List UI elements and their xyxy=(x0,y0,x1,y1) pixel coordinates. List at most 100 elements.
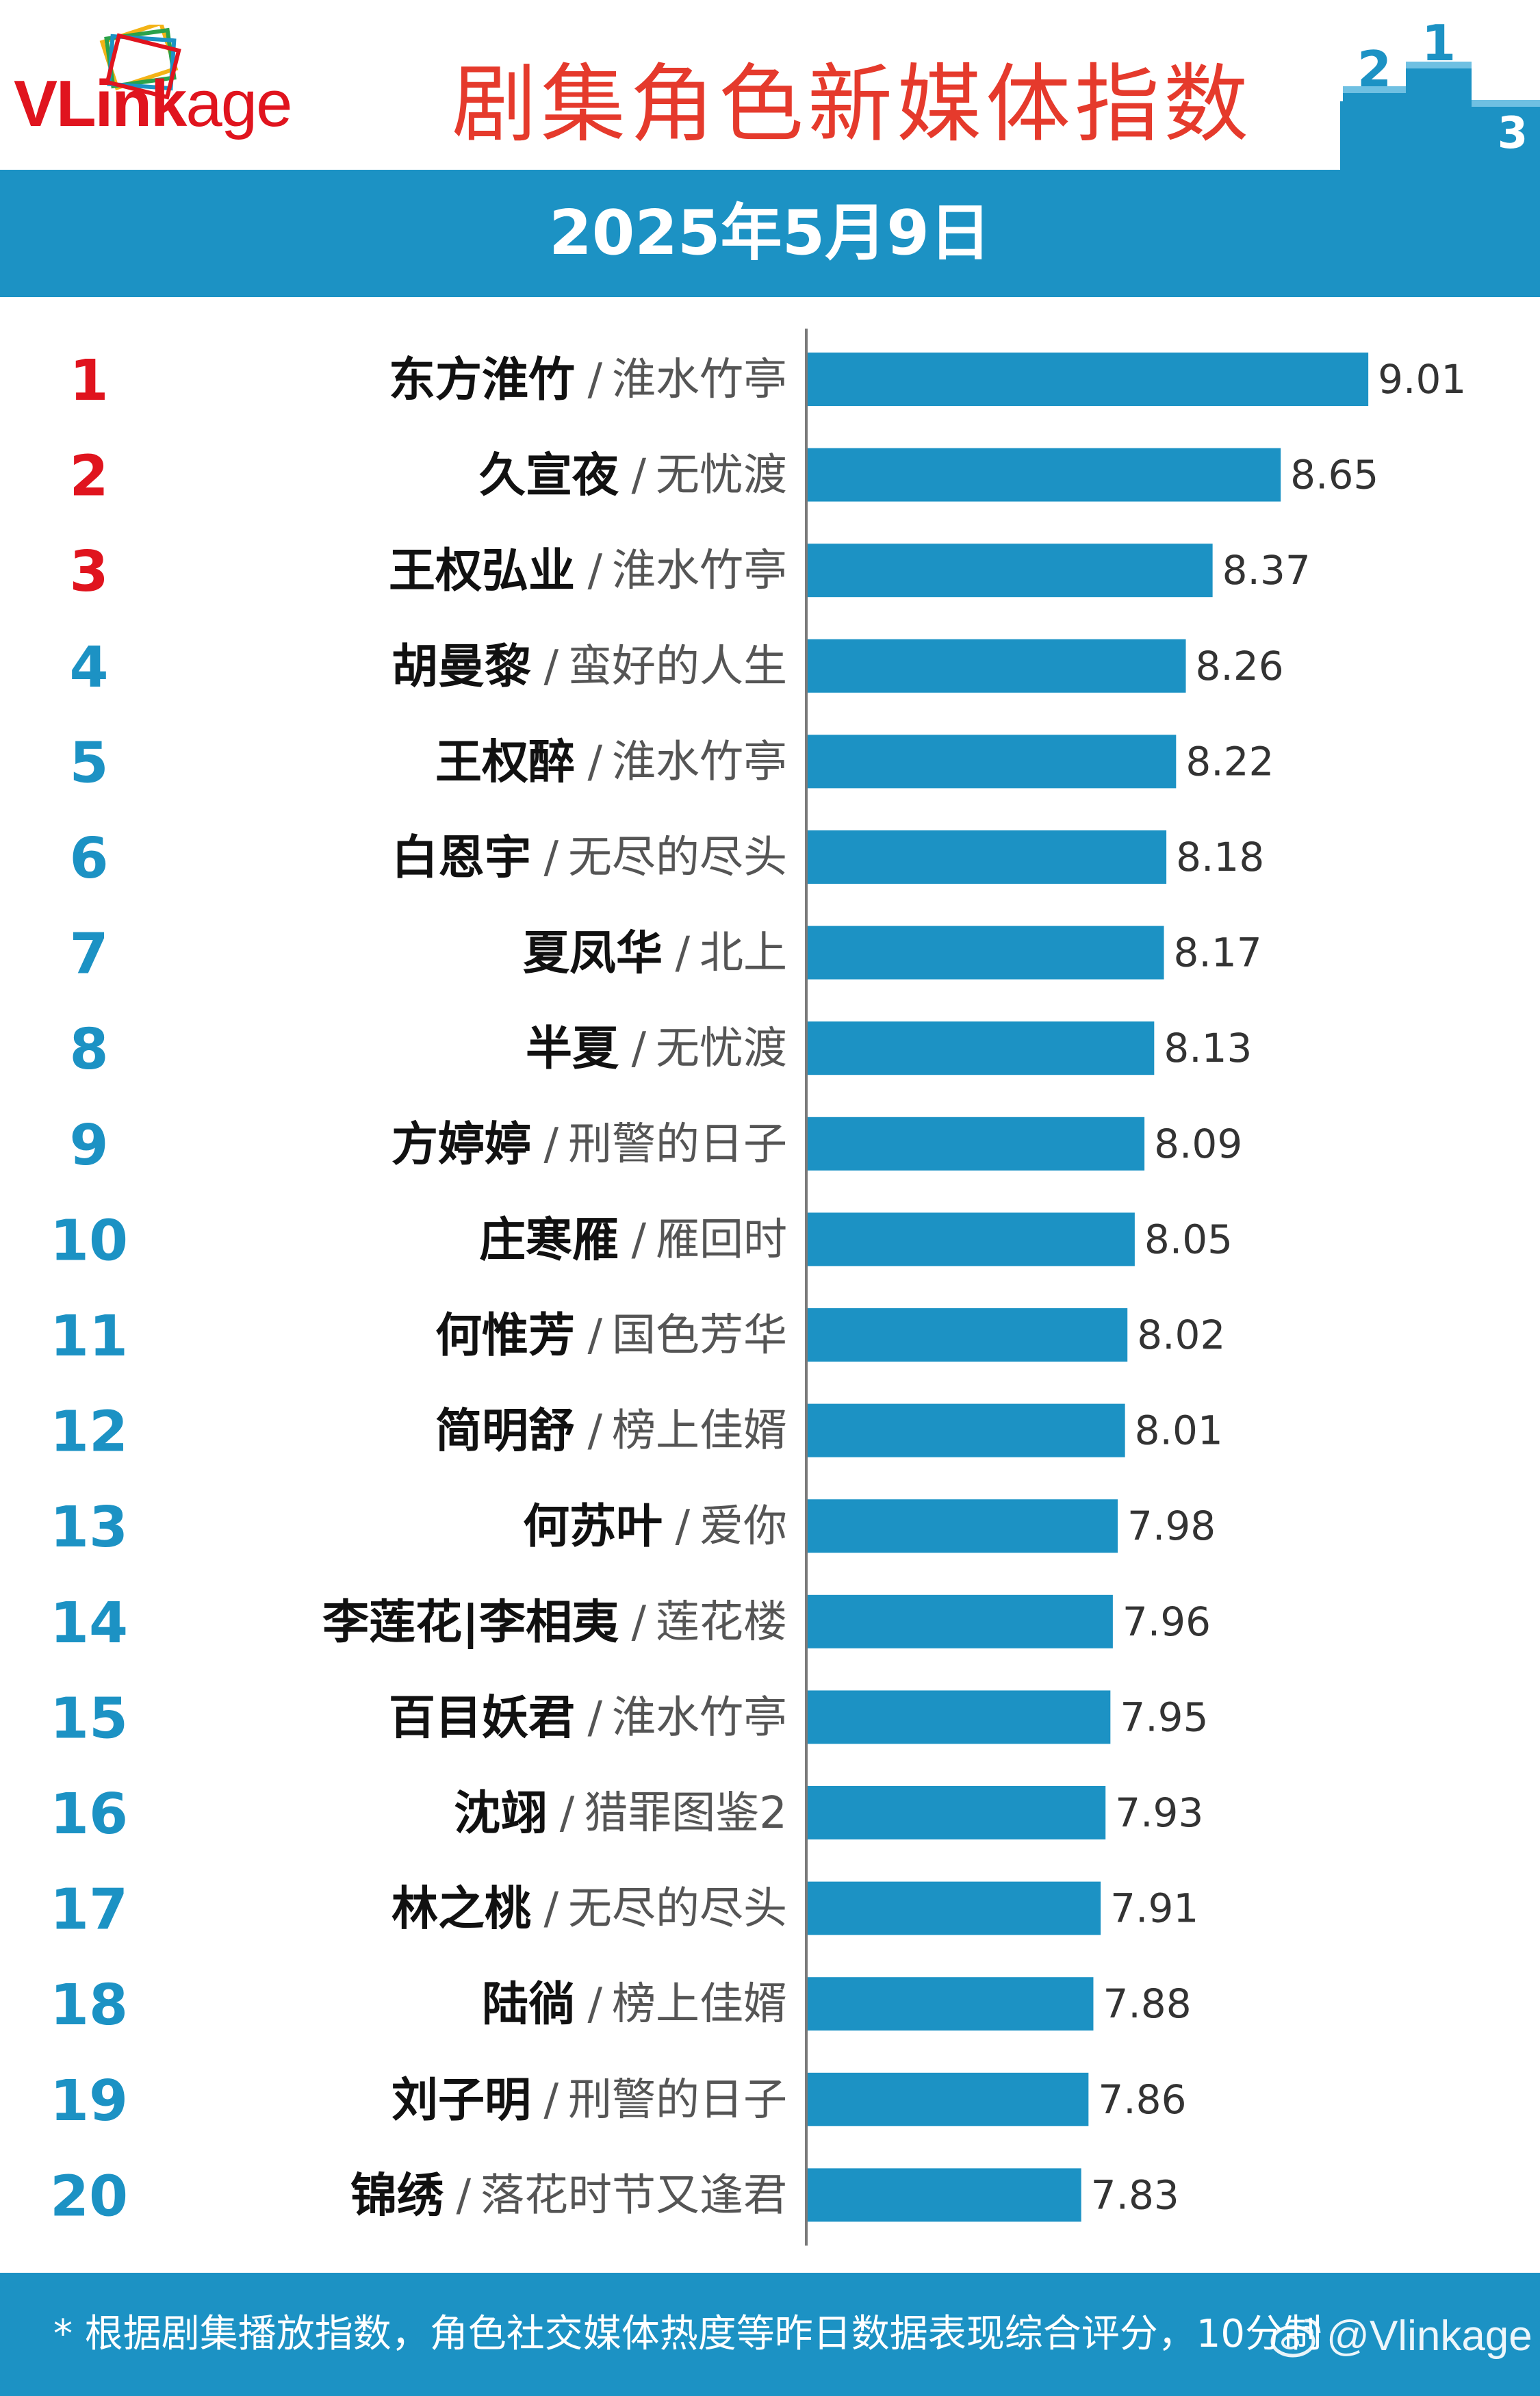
value-label: 8.22 xyxy=(1185,738,1274,785)
role-name: 王权醉 xyxy=(435,735,575,789)
rank-number: 8 xyxy=(69,1017,108,1082)
bar xyxy=(808,639,1186,693)
bar xyxy=(808,1594,1113,1648)
name-separator: / xyxy=(543,2075,559,2126)
value-label: 9.01 xyxy=(1378,356,1466,403)
value-label: 8.26 xyxy=(1196,643,1284,689)
role-name: 夏凤华 xyxy=(523,927,663,981)
role-name: 沈翊 xyxy=(454,1787,547,1841)
role-name: 东方淮竹 xyxy=(389,353,575,407)
name-separator: / xyxy=(631,1023,646,1074)
footnote-text: * 根据剧集播放指数，角色社交媒体热度等昨日数据表现综合评分，10分制 xyxy=(53,2312,1322,2356)
role-name: 锦绣 xyxy=(350,2169,444,2223)
value-label: 8.17 xyxy=(1174,930,1262,976)
role-name: 久宣夜 xyxy=(479,449,619,503)
value-label: 8.13 xyxy=(1164,1025,1252,1071)
role-name: 庄寒雁 xyxy=(479,1213,619,1267)
role-name: 白恩宇 xyxy=(392,831,531,885)
bar xyxy=(808,2072,1089,2126)
podium-number-1: 1 xyxy=(1422,21,1456,72)
show-name: 莲花楼 xyxy=(656,1597,787,1648)
bar xyxy=(808,1977,1094,2031)
show-name: 爱你 xyxy=(700,1501,787,1552)
name-separator: / xyxy=(587,737,602,787)
ranking-bar-chart: 1 淮水竹亭/东方淮竹 9.012 无忧渡/久宣夜 8.653 淮水竹亭/王权弘业 8.37… xyxy=(50,329,1466,2246)
page-title: 剧集角色新媒体指数 xyxy=(452,55,1253,154)
podium-number-3: 3 xyxy=(1498,108,1528,159)
value-label: 8.02 xyxy=(1137,1312,1225,1358)
role-name: 李莲花|李相夷 xyxy=(322,1596,619,1650)
value-label: 7.96 xyxy=(1122,1598,1211,1645)
rank-number: 7 xyxy=(69,922,108,987)
value-label: 8.01 xyxy=(1135,1407,1223,1454)
value-label: 8.09 xyxy=(1154,1121,1242,1167)
date-label: 2025年5月9日 xyxy=(549,197,991,269)
bar xyxy=(808,2168,1081,2222)
value-label: 7.91 xyxy=(1110,1885,1198,1932)
name-separator: / xyxy=(587,1406,602,1457)
name-separator: / xyxy=(543,641,559,692)
role-name: 王权弘业 xyxy=(389,544,575,598)
rank-number: 17 xyxy=(50,1878,128,1943)
role-name: 胡曼黎 xyxy=(392,640,531,694)
rank-number: 11 xyxy=(50,1304,128,1369)
role-name: 陆徜 xyxy=(482,1978,575,2032)
show-name: 淮水竹亭 xyxy=(612,546,787,596)
name-separator: / xyxy=(543,1884,559,1935)
value-label: 8.18 xyxy=(1176,834,1264,880)
value-label: 7.86 xyxy=(1098,2076,1186,2123)
logo-letter-v: V xyxy=(14,67,57,140)
name-separator: / xyxy=(631,1597,646,1648)
bar xyxy=(808,1212,1135,1266)
bar xyxy=(808,926,1164,980)
show-name: 无尽的尽头 xyxy=(568,1884,787,1935)
name-separator: / xyxy=(675,1501,690,1552)
value-label: 8.05 xyxy=(1144,1216,1233,1262)
bar xyxy=(808,448,1281,502)
role-name: 何苏叶 xyxy=(523,1500,663,1554)
rank-number: 4 xyxy=(69,635,108,700)
role-name: 简明舒 xyxy=(435,1405,575,1459)
rank-number: 10 xyxy=(50,1208,128,1273)
vlinkage-logo: VLinkage xyxy=(14,25,335,141)
logo-letters-age: age xyxy=(185,67,292,140)
footer-band: * 根据剧集播放指数，角色社交媒体热度等昨日数据表现综合评分，10分制 @Vli… xyxy=(0,2273,1540,2396)
show-name: 淮水竹亭 xyxy=(612,737,787,787)
name-separator: / xyxy=(543,832,559,883)
logo-letters-ink: ink xyxy=(94,67,188,140)
show-name: 落花时节又逢君 xyxy=(480,2170,787,2221)
role-name: 半夏 xyxy=(526,1022,619,1076)
rank-number: 6 xyxy=(69,826,108,891)
role-name: 方婷婷 xyxy=(392,1118,531,1172)
bar xyxy=(808,735,1177,789)
logo-wordmark: VLinkage xyxy=(14,67,293,140)
rank-number: 3 xyxy=(69,539,108,604)
rank-number: 5 xyxy=(69,730,108,795)
logo-cards-icon xyxy=(99,25,181,100)
bar xyxy=(808,1117,1145,1171)
rank-number: 2 xyxy=(69,444,108,509)
show-name: 无忧渡 xyxy=(656,1023,787,1074)
value-label: 7.83 xyxy=(1091,2171,1179,2218)
bar xyxy=(808,1690,1111,1744)
rank-number: 12 xyxy=(50,1400,128,1465)
role-name: 何惟芳 xyxy=(435,1309,575,1363)
role-name: 林之桃 xyxy=(392,1883,531,1937)
bar xyxy=(808,1786,1106,1839)
value-label: 7.88 xyxy=(1103,1980,1191,2027)
name-separator: / xyxy=(587,355,602,405)
weibo-icon xyxy=(1270,2319,1321,2358)
show-name: 北上 xyxy=(700,928,787,979)
bar xyxy=(808,1021,1155,1075)
rank-number: 18 xyxy=(50,1973,128,2038)
role-name: 百目妖君 xyxy=(389,1691,575,1745)
value-label: 8.37 xyxy=(1222,547,1311,594)
value-label: 7.95 xyxy=(1120,1694,1208,1740)
name-separator: / xyxy=(587,1310,602,1361)
bar xyxy=(808,1308,1128,1362)
podium-icon: 2 1 3 xyxy=(1340,21,1540,170)
show-name: 国色芳华 xyxy=(612,1310,787,1361)
show-name: 榜上佳婿 xyxy=(612,1406,787,1457)
name-separator: / xyxy=(543,1119,559,1170)
